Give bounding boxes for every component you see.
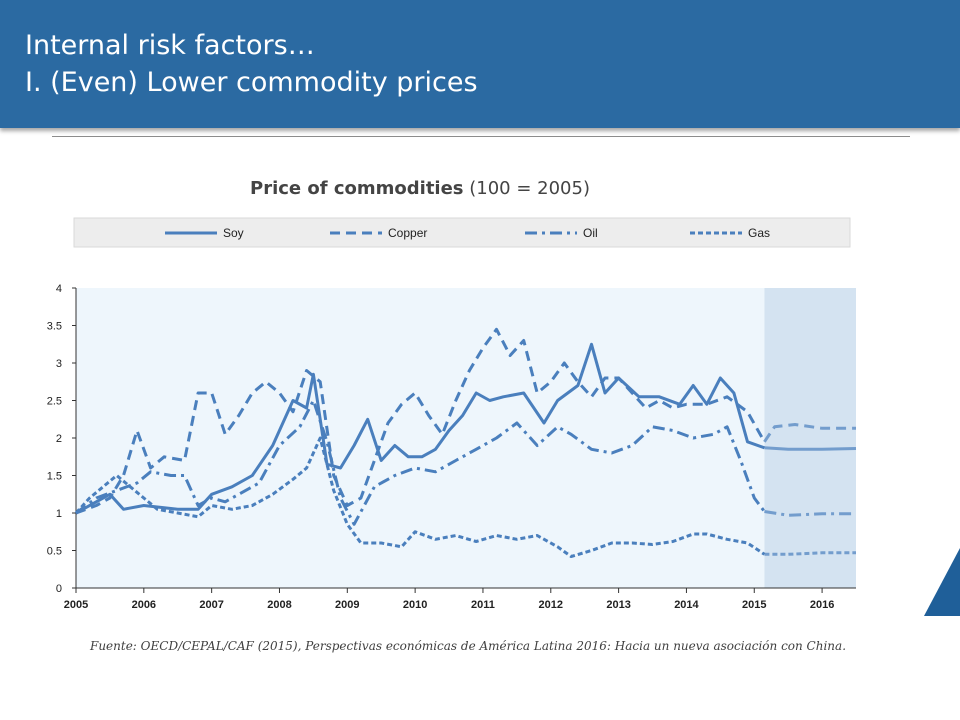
series-line-copper <box>75 327 766 515</box>
y-tick-label: 3 <box>56 358 62 370</box>
legend-label-copper: Copper <box>388 226 427 240</box>
legend-label-soy: Soy <box>223 226 244 240</box>
x-tick-label: 2016 <box>810 599 834 611</box>
legend-label-gas: Gas <box>748 226 770 240</box>
y-tick-label: 4 <box>56 283 62 295</box>
x-tick-label: 2006 <box>132 599 156 611</box>
source-note: Fuente: OECD/CEPAL/CAF (2015), Perspecti… <box>90 639 847 653</box>
series-projection-copper <box>763 423 856 443</box>
y-tick-label: 2.5 <box>47 396 62 408</box>
slide-header: Internal risk factors… I. (Even) Lower c… <box>0 0 960 128</box>
x-tick-label: 2009 <box>335 599 359 611</box>
y-tick-label: 2 <box>56 433 62 445</box>
series-projection-soy <box>764 446 857 451</box>
y-tick-label: 0 <box>56 583 62 595</box>
slide-title-line1: Internal risk factors… <box>25 30 315 61</box>
y-tick-label: 3.5 <box>47 321 62 333</box>
divider <box>52 136 910 137</box>
plot-area <box>76 288 856 588</box>
x-tick-label: 2013 <box>606 599 630 611</box>
y-tick-label: 1 <box>56 508 62 520</box>
x-tick-label: 2010 <box>403 599 427 611</box>
slide-title-line2: I. (Even) Lower commodity prices <box>25 67 478 98</box>
chart-title: Price of commodities (100 = 2005) <box>0 178 840 199</box>
x-tick-label: 2005 <box>64 599 88 611</box>
x-tick-label: 2008 <box>267 599 291 611</box>
chart-title-bold: Price of commodities <box>250 178 464 199</box>
series-projection-gas <box>764 551 856 556</box>
series-line-gas <box>74 436 766 558</box>
x-tick-label: 2012 <box>539 599 563 611</box>
x-tick-label: 2015 <box>742 599 766 611</box>
chart-title-unit: (100 = 2005) <box>463 178 590 199</box>
x-tick-label: 2007 <box>199 599 223 611</box>
series-line-oil <box>75 399 766 526</box>
corner-decoration <box>924 548 960 616</box>
legend-label-oil: Oil <box>583 226 598 240</box>
x-tick-label: 2014 <box>674 599 699 611</box>
projection-band <box>764 288 856 588</box>
x-tick-label: 2011 <box>471 599 495 611</box>
y-tick-label: 0.5 <box>47 546 62 558</box>
y-tick-label: 1.5 <box>47 471 62 483</box>
